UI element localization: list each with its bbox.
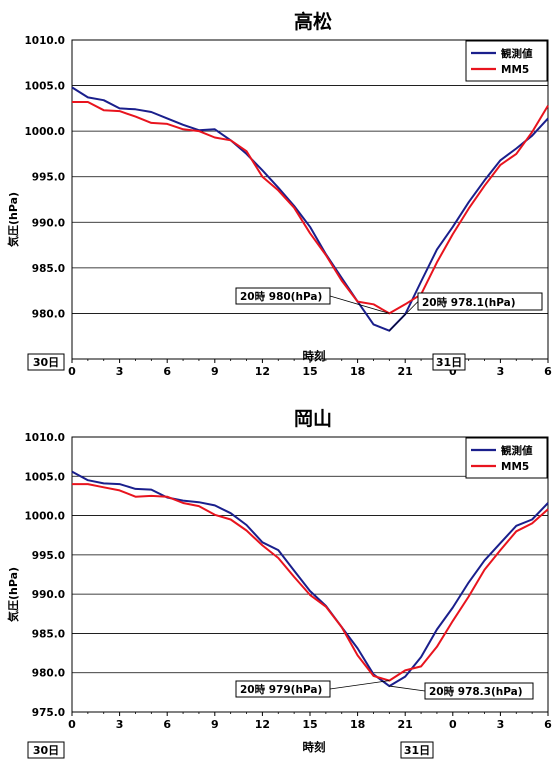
x-tick-label: 6 <box>544 365 552 378</box>
y-axis-label: 気圧(hPa) <box>6 567 20 622</box>
x-tick-label: 6 <box>163 365 171 378</box>
annotation-label: 20時 979(hPa) <box>240 683 322 696</box>
x-tick-label: 18 <box>350 718 365 731</box>
legend-box <box>465 40 548 82</box>
annotation-leader <box>389 685 426 692</box>
plot-area <box>71 39 549 360</box>
legend-label: 観測値 <box>501 444 533 457</box>
day-label-box <box>432 353 466 371</box>
annotation-label: 20時 978.1(hPa) <box>422 296 516 309</box>
day-label-box <box>400 741 434 759</box>
y-tick-label: 1005.0 <box>24 471 65 483</box>
y-tick-label: 985.0 <box>32 628 65 640</box>
x-tick-label: 0 <box>68 365 76 378</box>
chart-takamatsu: 高松975.0980.0985.0990.0995.01000.01005.01… <box>6 10 552 378</box>
x-tick-label: 3 <box>116 718 124 731</box>
x-tick-label: 0 <box>68 718 76 731</box>
legend-label: 観測値 <box>501 47 533 60</box>
x-tick-label: 3 <box>497 718 505 731</box>
annotation-leader <box>329 295 390 314</box>
x-axis-label: 時刻 <box>303 349 326 363</box>
chart-title: 岡山 <box>294 408 332 430</box>
y-tick-label: 1010.0 <box>24 432 65 444</box>
x-tick-label: 3 <box>497 365 505 378</box>
day-label-box <box>27 353 65 371</box>
x-tick-label: 0 <box>449 365 457 378</box>
x-tick-label: 9 <box>211 718 219 731</box>
y-tick-label: 985.0 <box>32 263 65 275</box>
x-tick-label: 9 <box>211 365 219 378</box>
series-line-observed <box>71 86 549 332</box>
x-tick-label: 0 <box>449 718 457 731</box>
legend-box <box>465 437 548 479</box>
y-tick-label: 995.0 <box>32 172 65 184</box>
x-tick-label: 6 <box>163 718 171 731</box>
y-tick-label: 1000.0 <box>24 126 65 138</box>
plot-area <box>71 436 549 713</box>
legend-label: MM5 <box>501 64 529 76</box>
x-tick-label: 18 <box>350 365 365 378</box>
legend-label: MM5 <box>501 461 529 473</box>
day-label-box <box>27 741 65 759</box>
series-line-mm5 <box>72 483 549 682</box>
y-tick-label: 990.0 <box>32 217 65 229</box>
x-tick-label: 6 <box>544 718 552 731</box>
x-tick-label: 21 <box>398 718 413 731</box>
x-tick-label: 3 <box>116 365 124 378</box>
annotation-leader <box>329 680 390 690</box>
y-tick-label: 980.0 <box>32 308 65 320</box>
annotation-label: 20時 978.3(hPa) <box>429 685 523 698</box>
x-axis-label: 時刻 <box>303 740 326 754</box>
x-tick-label: 12 <box>255 718 270 731</box>
series-line-observed <box>71 470 549 688</box>
day-label: 30日 <box>33 356 59 369</box>
y-tick-label: 1010.0 <box>24 35 65 47</box>
chart-okayama: 岡山 975.0 980.0 985.0 990.0 995.0 1000.0 1005.0 1… <box>6 408 552 759</box>
y-tick-label: 975.0 <box>32 707 65 719</box>
x-tick-label: 21 <box>398 365 413 378</box>
series-line-mm5 <box>72 101 549 315</box>
x-tick-label: 12 <box>255 365 270 378</box>
day-label: 31日 <box>404 744 430 757</box>
y-tick-label: 1005.0 <box>24 81 65 93</box>
y-tick-label: 1000.0 <box>24 511 65 523</box>
annotation-leader <box>389 301 419 332</box>
annotation-label: 20時 980(hPa) <box>240 290 322 303</box>
y-tick-label: 980.0 <box>32 668 65 680</box>
y-tick-label: 995.0 <box>32 550 65 562</box>
day-label: 30日 <box>33 744 59 757</box>
x-tick-label: 15 <box>302 718 317 731</box>
x-tick-label: 15 <box>302 365 317 378</box>
day-label: 31日 <box>436 356 462 369</box>
chart-title: 高松 <box>294 10 332 33</box>
y-tick-label: 990.0 <box>32 589 65 601</box>
y-axis-label: 気圧(hPa) <box>6 192 20 247</box>
